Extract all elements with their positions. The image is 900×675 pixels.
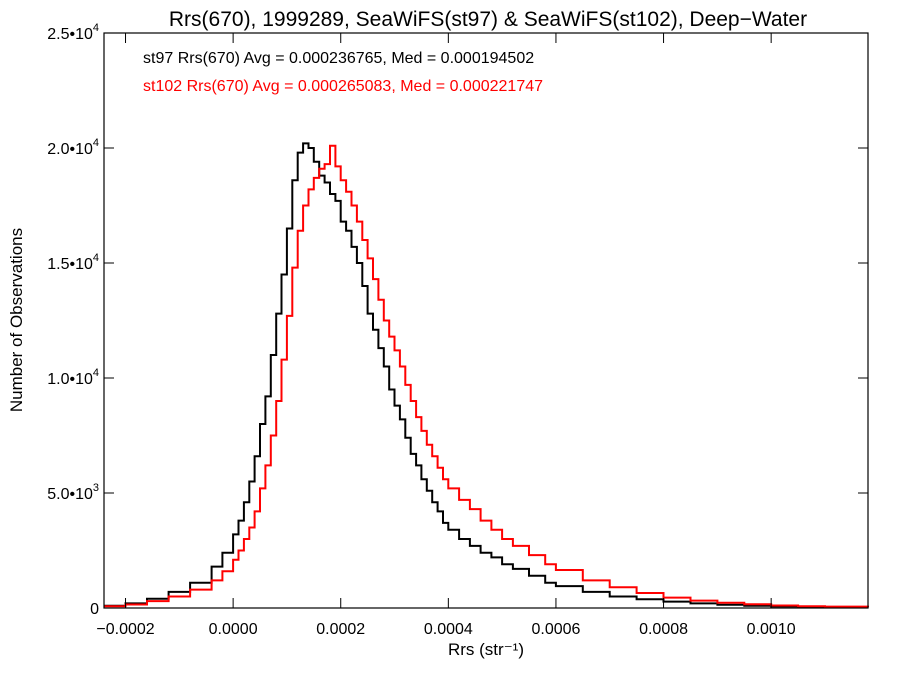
x-tick-label: −0.0002 — [96, 621, 154, 638]
series-layer — [104, 142, 869, 609]
y-axis: 0 5.0•103 1.0•104 1.5•104 2.0•104 2.5•104 — [47, 22, 868, 618]
y-tick-label: 0 — [90, 601, 99, 618]
x-tick-label: 0.0002 — [316, 621, 365, 638]
plot-frame — [103, 32, 869, 609]
y-tick-label: 5.0•103 — [47, 482, 99, 503]
x-tick-label: 0.0000 — [209, 621, 258, 638]
y-tick-label: 2.5•104 — [47, 22, 99, 43]
st102-stats-annotation: st102 Rrs(670) Avg = 0.000265083, Med = … — [143, 78, 543, 95]
st97-stats-annotation: st97 Rrs(670) Avg = 0.000236765, Med = 0… — [143, 50, 534, 67]
y-axis-title: Number of Observations — [7, 228, 26, 412]
x-axis: −0.0002 0.0000 0.0002 0.0004 0.0006 0.0008 0.0… — [96, 33, 796, 638]
y-tick-label: 2.0•104 — [47, 137, 99, 158]
x-tick-label: 0.0004 — [424, 621, 473, 638]
y-tick-label: 1.0•104 — [47, 367, 99, 388]
x-tick-label: 0.0006 — [531, 621, 580, 638]
y-tick-label: 1.5•104 — [47, 252, 99, 273]
x-axis-title: Rrs (str⁻¹) — [448, 640, 524, 659]
chart-title: Rrs(670), 1999289, SeaWiFS(st97) & SeaWi… — [169, 8, 807, 31]
x-tick-label: 0.0008 — [639, 621, 688, 638]
series-0-line — [104, 142, 869, 609]
x-tick-label: 0.0010 — [747, 621, 796, 638]
series-1-line — [104, 144, 869, 608]
